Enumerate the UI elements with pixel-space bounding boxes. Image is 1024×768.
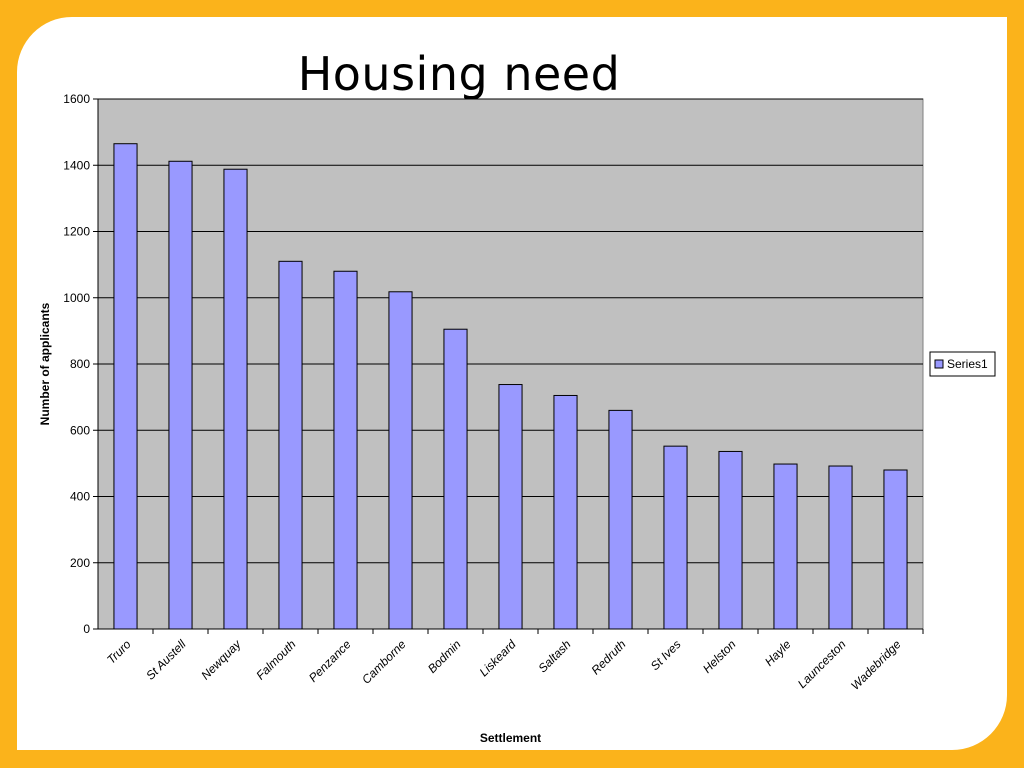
y-tick-label: 600 [70, 423, 90, 437]
bar-wadebridge [883, 469, 908, 630]
bar-truro [113, 143, 138, 630]
bar-penzance [333, 270, 358, 630]
bar-bodmin [443, 328, 468, 630]
x-category-label: Redruth [589, 637, 629, 677]
x-category-label: Launceston [795, 637, 849, 691]
y-tick-label: 1000 [63, 291, 90, 305]
y-tick-label: 0 [83, 622, 90, 636]
x-category-label: Newquay [198, 637, 244, 683]
bar-st-austell [168, 160, 193, 630]
y-tick-label: 1600 [63, 92, 90, 106]
legend-entry: Series1 [947, 357, 988, 371]
bar-redruth [608, 409, 633, 630]
x-category-label: Camborne [359, 637, 409, 687]
y-tick-label: 1400 [63, 158, 90, 172]
bar-liskeard [498, 384, 523, 630]
x-category-label: Bodmin [425, 637, 464, 676]
x-category-label: Falmouth [253, 637, 299, 683]
x-category-label: Liskeard [477, 637, 519, 679]
x-category-label: St Austell [143, 637, 189, 683]
axes [93, 98, 924, 634]
x-category-labels: Truro St Austell Newquay Falmouth Penzance Ca… [104, 637, 904, 693]
x-category-label: Wadebridge [848, 637, 904, 693]
y-axis-title: Number of applicants [38, 302, 52, 425]
x-category-label: Penzance [306, 637, 354, 685]
y-tick-label: 1200 [63, 225, 90, 239]
y-tick-label: 400 [70, 490, 90, 504]
y-tick-label: 200 [70, 556, 90, 570]
bar-hayle [773, 463, 798, 630]
bar-camborne [388, 291, 413, 630]
x-category-label: Saltash [535, 637, 573, 675]
x-category-label: St Ives [648, 637, 684, 673]
x-axis-title: Settlement [480, 731, 541, 745]
legend-swatch [934, 359, 944, 369]
y-tick-label: 800 [70, 357, 90, 371]
bar-saltash [553, 394, 578, 630]
bar-launceston [828, 465, 853, 630]
slide-title: Housing need [297, 47, 621, 101]
x-category-label: Helston [700, 637, 739, 676]
bars [113, 143, 908, 630]
x-category-label: Hayle [762, 637, 794, 669]
legend: Series1 [929, 351, 996, 377]
bar-st-ives [663, 445, 688, 630]
bar-helston [718, 450, 743, 630]
x-category-label: Truro [104, 637, 134, 667]
bar-newquay [223, 168, 248, 630]
y-tick-labels: 0 200 400 600 800 1000 1200 1400 1600 [63, 92, 90, 636]
bar-falmouth [278, 260, 303, 630]
